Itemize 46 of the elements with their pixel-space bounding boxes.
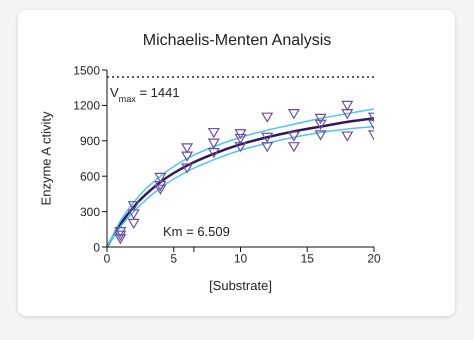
point: [208, 128, 220, 138]
point: [128, 209, 140, 220]
point: [128, 218, 140, 228]
point: [208, 148, 220, 158]
y-tick-label: 900: [80, 134, 100, 148]
point: [342, 109, 353, 119]
point: [234, 129, 246, 139]
point: [128, 201, 140, 211]
point: [342, 100, 353, 110]
y-tick-label: 1500: [73, 63, 100, 78]
point: [234, 134, 246, 144]
point: [208, 138, 220, 148]
point: [288, 142, 300, 152]
point: [114, 230, 126, 240]
point: [262, 132, 273, 142]
point: [234, 142, 246, 152]
x-tick-label: 15: [300, 252, 314, 266]
y-tick-label: 0: [93, 240, 100, 254]
point: [182, 143, 193, 153]
x-tick-label: 10: [234, 252, 248, 266]
point: [315, 114, 326, 124]
point: [154, 181, 166, 191]
point: [114, 227, 126, 237]
y-tick-label: 600: [80, 169, 100, 184]
point: [262, 112, 273, 122]
point: [315, 120, 326, 130]
point: [342, 131, 353, 142]
x-tick-label: 0: [104, 252, 111, 266]
chart-title: Michaelis-Menten Analysis: [142, 32, 332, 50]
point: [154, 172, 166, 182]
y-tick-label: 1200: [73, 98, 100, 113]
point: [182, 163, 193, 174]
point: [114, 234, 126, 244]
ref-line-label: V$_{max}$ = 1441: [110, 84, 180, 104]
y-tick-label: 300: [80, 204, 100, 219]
point: [288, 109, 300, 119]
point: [315, 130, 326, 140]
point: [262, 142, 273, 152]
point: [182, 152, 193, 162]
point: [154, 184, 166, 194]
x-axis-title: [Substrate]: [209, 278, 272, 293]
x-tick-label: 5: [170, 252, 178, 266]
y-axis-title: Enzyme A ctivity: [38, 111, 54, 206]
annotation: Km = 6.509: [163, 224, 230, 239]
point: [288, 131, 300, 142]
x-tick-label: 20: [367, 252, 381, 266]
